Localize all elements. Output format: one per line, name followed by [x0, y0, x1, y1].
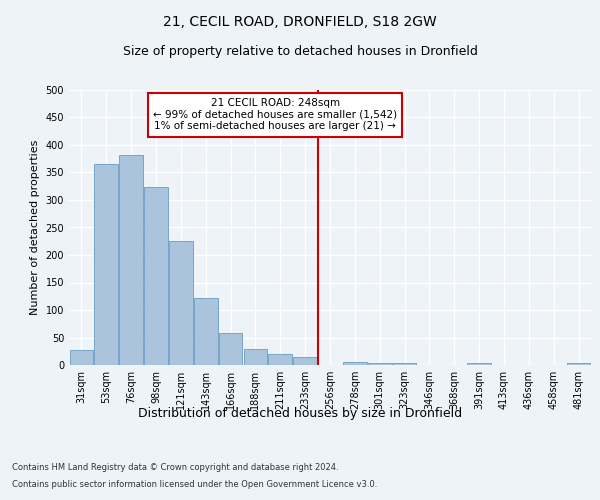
Bar [343, 362, 367, 365]
Text: Distribution of detached houses by size in Dronfield: Distribution of detached houses by size … [138, 408, 462, 420]
Bar [244, 349, 267, 365]
Text: 21, CECIL ROAD, DRONFIELD, S18 2GW: 21, CECIL ROAD, DRONFIELD, S18 2GW [163, 15, 437, 29]
Bar [94, 164, 118, 365]
Bar [293, 357, 317, 365]
Y-axis label: Number of detached properties: Number of detached properties [30, 140, 40, 315]
Text: Contains HM Land Registry data © Crown copyright and database right 2024.: Contains HM Land Registry data © Crown c… [12, 462, 338, 471]
Bar [219, 333, 242, 365]
Bar [169, 240, 193, 365]
Text: Contains public sector information licensed under the Open Government Licence v3: Contains public sector information licen… [12, 480, 377, 489]
Text: 21 CECIL ROAD: 248sqm
← 99% of detached houses are smaller (1,542)
1% of semi-de: 21 CECIL ROAD: 248sqm ← 99% of detached … [153, 98, 397, 132]
Bar [268, 354, 292, 365]
Bar [119, 155, 143, 365]
Bar [194, 298, 218, 365]
Bar [368, 363, 392, 365]
Bar [467, 364, 491, 365]
Bar [567, 364, 590, 365]
Text: Size of property relative to detached houses in Dronfield: Size of property relative to detached ho… [122, 45, 478, 58]
Bar [70, 350, 93, 365]
Bar [144, 188, 168, 365]
Bar [393, 364, 416, 365]
